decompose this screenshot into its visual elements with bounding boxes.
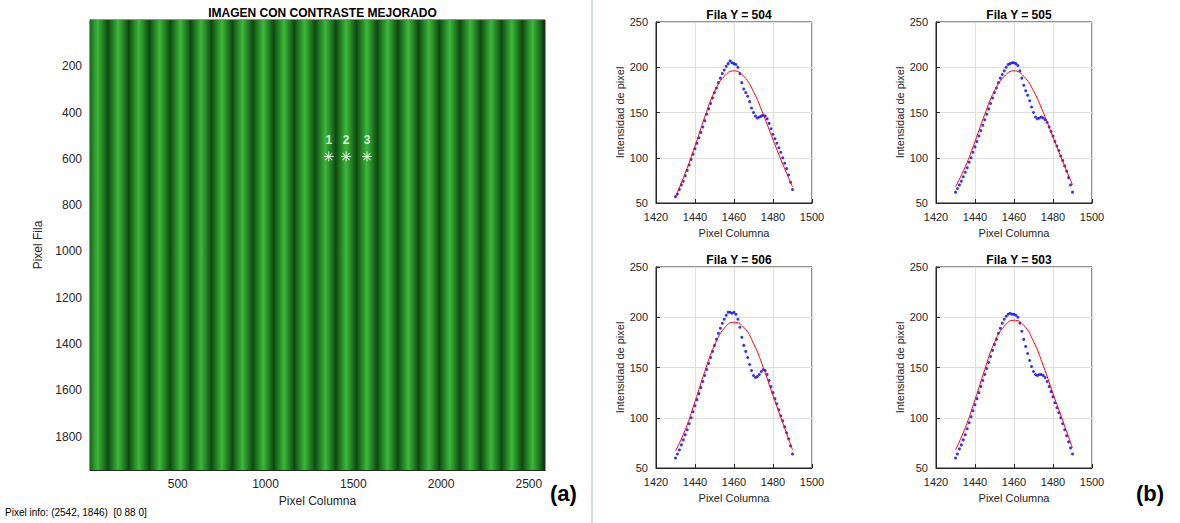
svg-text:1800: 1800 [55, 430, 82, 444]
svg-text:1: 1 [325, 133, 332, 147]
svg-text:1500: 1500 [1080, 476, 1104, 488]
svg-text:2: 2 [343, 133, 350, 147]
svg-text:1000: 1000 [252, 477, 279, 491]
svg-text:1500: 1500 [340, 477, 367, 491]
svg-text:1420: 1420 [924, 476, 948, 488]
svg-text:250: 250 [910, 16, 928, 28]
svg-text:(b): (b) [1136, 481, 1164, 506]
svg-text:150: 150 [630, 107, 648, 119]
svg-text:1400: 1400 [55, 337, 82, 351]
svg-text:1460: 1460 [722, 211, 746, 223]
svg-text:Fila Y = 503: Fila Y = 503 [986, 253, 1052, 267]
svg-text:Pixel Columna: Pixel Columna [699, 227, 771, 239]
svg-text:Pixel Fila: Pixel Fila [31, 220, 45, 269]
svg-text:1420: 1420 [644, 476, 668, 488]
svg-text:800: 800 [62, 198, 82, 212]
svg-text:Intensidad de pixel: Intensidad de pixel [894, 322, 906, 414]
svg-text:50: 50 [636, 197, 648, 209]
svg-text:2500: 2500 [515, 477, 542, 491]
svg-text:150: 150 [630, 362, 648, 374]
svg-text:1420: 1420 [924, 211, 948, 223]
svg-text:250: 250 [910, 261, 928, 273]
svg-text:100: 100 [630, 412, 648, 424]
svg-text:150: 150 [910, 362, 928, 374]
svg-text:400: 400 [62, 106, 82, 120]
svg-text:200: 200 [910, 61, 928, 73]
svg-text:100: 100 [910, 412, 928, 424]
svg-text:1500: 1500 [800, 211, 824, 223]
svg-text:Intensidad de pixel: Intensidad de pixel [614, 322, 626, 414]
svg-text:1600: 1600 [55, 383, 82, 397]
svg-text:200: 200 [62, 59, 82, 73]
svg-text:Pixel Columna: Pixel Columna [279, 494, 357, 508]
svg-text:1480: 1480 [1041, 476, 1065, 488]
svg-text:Fila Y = 506: Fila Y = 506 [706, 253, 772, 267]
svg-text:200: 200 [630, 61, 648, 73]
svg-text:Intensidad de pixel: Intensidad de pixel [614, 67, 626, 159]
svg-text:100: 100 [910, 152, 928, 164]
svg-text:1480: 1480 [761, 211, 785, 223]
svg-text:600: 600 [62, 152, 82, 166]
svg-text:Pixel info: (2542, 1846) [0 8: Pixel info: (2542, 1846) [0 88 0] [5, 507, 147, 518]
svg-text:1420: 1420 [644, 211, 668, 223]
svg-text:Pixel Columna: Pixel Columna [979, 492, 1051, 504]
svg-text:IMAGEN CON CONTRASTE MEJORADO: IMAGEN CON CONTRASTE MEJORADO [208, 6, 437, 20]
svg-text:(a): (a) [550, 481, 577, 506]
svg-text:Intensidad de pixel: Intensidad de pixel [894, 67, 906, 159]
svg-text:1200: 1200 [55, 291, 82, 305]
svg-text:50: 50 [916, 462, 928, 474]
svg-text:150: 150 [910, 107, 928, 119]
svg-text:50: 50 [916, 197, 928, 209]
svg-text:Fila Y = 504: Fila Y = 504 [706, 8, 772, 22]
svg-text:3: 3 [364, 133, 371, 147]
svg-text:1440: 1440 [963, 476, 987, 488]
svg-text:1440: 1440 [683, 211, 707, 223]
svg-text:Pixel Columna: Pixel Columna [979, 227, 1051, 239]
svg-text:100: 100 [630, 152, 648, 164]
svg-text:50: 50 [636, 462, 648, 474]
svg-text:1440: 1440 [963, 211, 987, 223]
svg-text:1460: 1460 [1002, 476, 1026, 488]
svg-text:2000: 2000 [428, 477, 455, 491]
svg-text:1460: 1460 [1002, 211, 1026, 223]
svg-text:1480: 1480 [761, 476, 785, 488]
svg-text:250: 250 [630, 261, 648, 273]
svg-text:1480: 1480 [1041, 211, 1065, 223]
svg-text:Fila Y = 505: Fila Y = 505 [986, 8, 1052, 22]
svg-text:1440: 1440 [683, 476, 707, 488]
svg-text:Pixel Columna: Pixel Columna [699, 492, 771, 504]
svg-text:1460: 1460 [722, 476, 746, 488]
svg-text:1500: 1500 [1080, 211, 1104, 223]
svg-text:200: 200 [910, 311, 928, 323]
svg-text:200: 200 [630, 311, 648, 323]
svg-text:500: 500 [168, 477, 188, 491]
svg-text:250: 250 [630, 16, 648, 28]
svg-text:1000: 1000 [55, 244, 82, 258]
svg-text:1500: 1500 [800, 476, 824, 488]
